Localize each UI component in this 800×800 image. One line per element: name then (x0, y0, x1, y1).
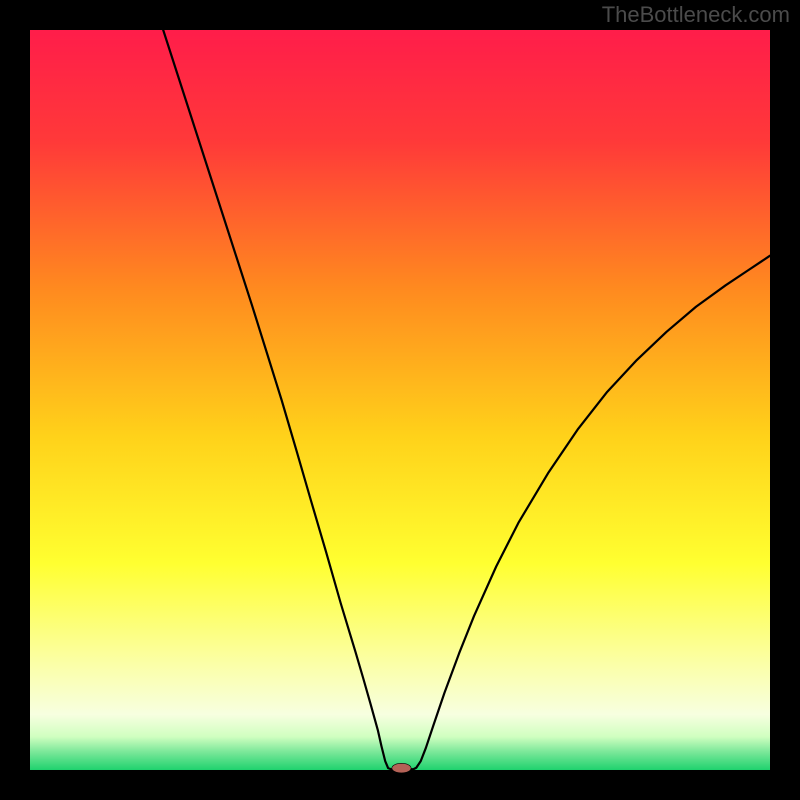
plot-background (30, 30, 770, 770)
chart-stage: TheBottleneck.com (0, 0, 800, 800)
chart-svg (0, 0, 800, 800)
optimum-marker (392, 763, 411, 773)
watermark-text: TheBottleneck.com (602, 2, 790, 28)
